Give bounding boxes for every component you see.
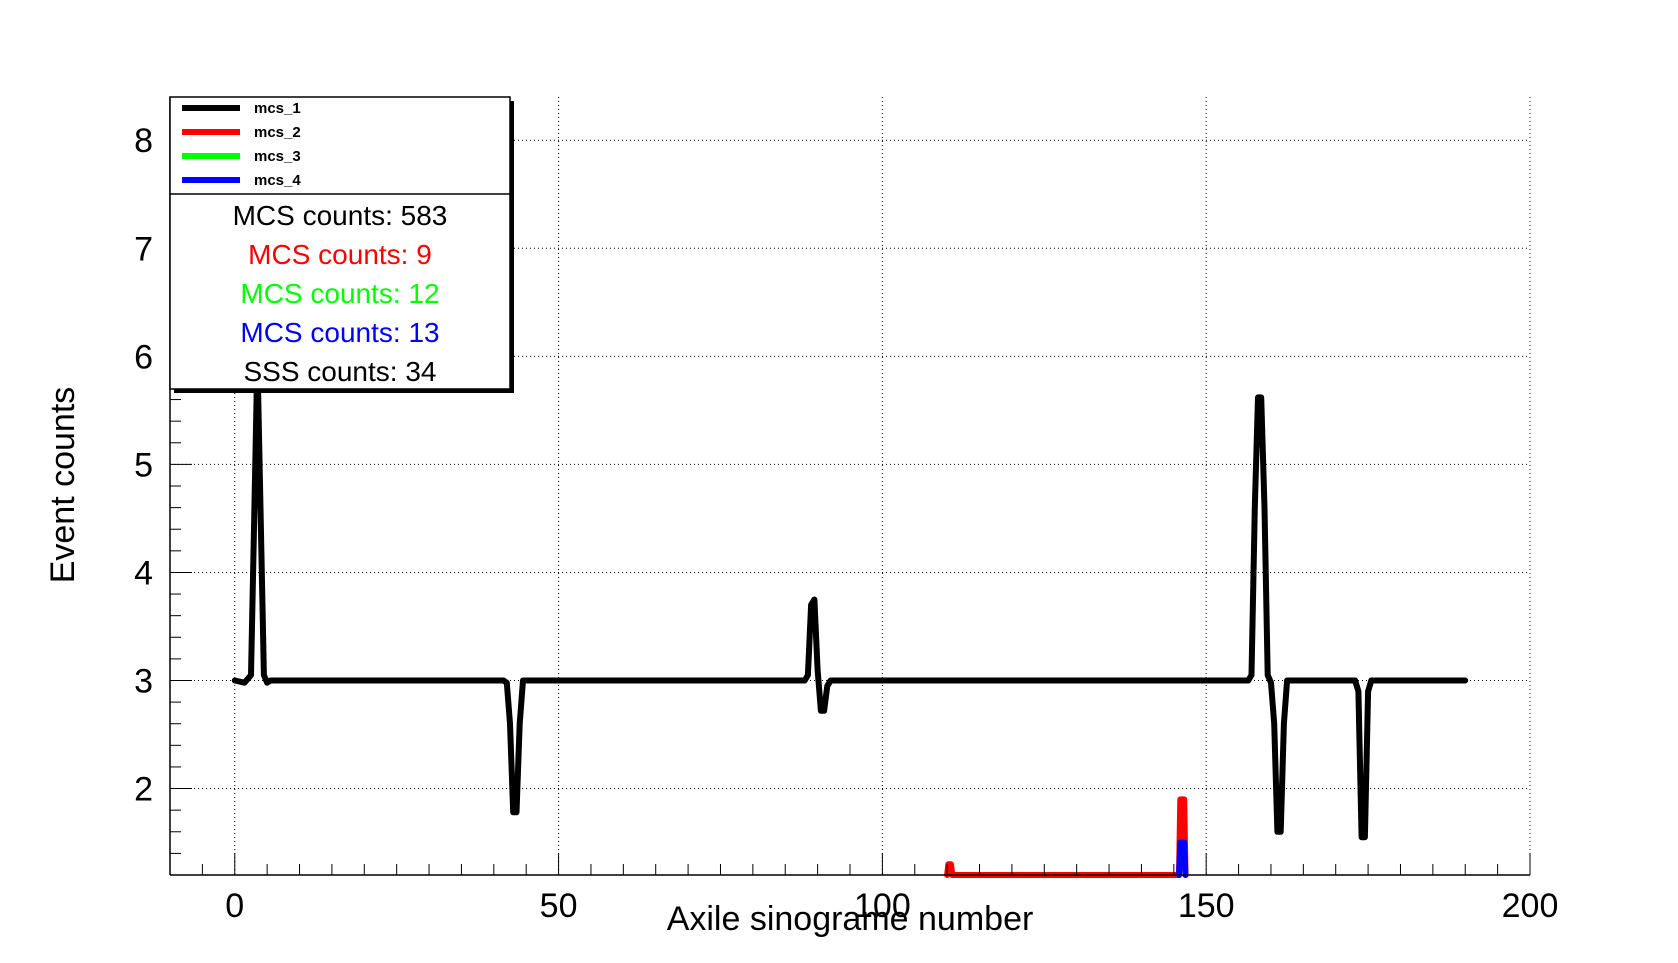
- y-tick-label: 6: [134, 338, 153, 376]
- stats-line: SSS counts: 34: [243, 356, 436, 387]
- x-tick-label: 150: [1178, 887, 1235, 925]
- stats-line: MCS counts: 12: [240, 278, 439, 309]
- y-tick-label: 2: [134, 771, 153, 809]
- y-tick-label: 4: [134, 554, 153, 592]
- y-axis-label: Event counts: [44, 387, 82, 584]
- y-tick-label: 5: [134, 446, 153, 484]
- legend-label-mcs_3: mcs_3: [254, 148, 301, 165]
- axes-layer: 0 50 100 150 200 2 3 4 5 6 7 8: [134, 96, 1559, 925]
- stats-line: MCS counts: 9: [248, 239, 432, 270]
- x-tick-label: 100: [854, 887, 911, 925]
- series-layer: [231, 353, 1469, 878]
- x-tick-label: 50: [540, 887, 578, 925]
- y-tick-label: 3: [134, 663, 153, 701]
- x-tick-label: 200: [1502, 887, 1559, 925]
- series-line-mcs_4: [1176, 839, 1189, 878]
- legend: mcs_1 mcs_2 mcs_3 mcs_4 MCS counts: 583 MCS c…: [169, 96, 514, 393]
- series-line-mcs_1: [231, 353, 1469, 841]
- y-tick-label: 8: [134, 122, 153, 160]
- stats-line: MCS counts: 583: [233, 200, 448, 231]
- legend-box: [169, 96, 511, 390]
- stats-line: MCS counts: 13: [240, 317, 439, 348]
- y-tick-label: 7: [134, 230, 153, 268]
- legend-label-mcs_2: mcs_2: [254, 124, 301, 141]
- legend-label-mcs_1: mcs_1: [254, 100, 301, 117]
- x-axis-label: Axile sinograme number: [667, 900, 1034, 938]
- x-tick-label: 0: [225, 887, 244, 925]
- legend-label-mcs_4: mcs_4: [254, 172, 301, 189]
- series-line-mcs_2: [944, 796, 1189, 878]
